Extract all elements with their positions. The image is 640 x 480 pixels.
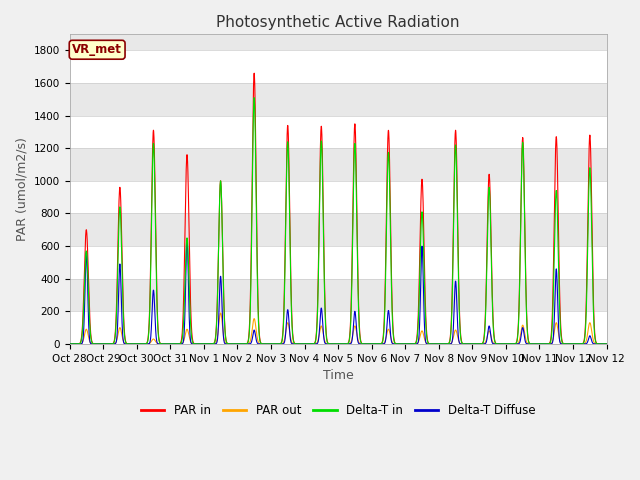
X-axis label: Time: Time — [323, 369, 353, 382]
Delta-T in — [454, 262, 462, 267]
Delta-T in — [407, 341, 415, 347]
Delta-T Diffuse — [454, 332, 462, 338]
Delta-T in — [488, 304, 496, 310]
Delta-T in — [521, 221, 529, 227]
PAR out — [521, 331, 529, 336]
PAR out — [488, 338, 496, 344]
Delta-T in — [175, 341, 183, 347]
PAR out — [66, 341, 74, 347]
PAR out — [175, 341, 183, 347]
PAR in — [488, 298, 496, 303]
PAR out — [407, 341, 415, 347]
Bar — [70, 246, 607, 279]
Delta-T Diffuse — [175, 341, 183, 347]
Bar — [70, 148, 607, 181]
Delta-T Diffuse — [66, 341, 74, 347]
PAR in — [521, 214, 529, 220]
Delta-T in — [250, 95, 258, 100]
PAR out — [217, 310, 225, 316]
Legend: PAR in, PAR out, Delta-T in, Delta-T Diffuse: PAR in, PAR out, Delta-T in, Delta-T Dif… — [136, 399, 540, 422]
PAR out — [454, 336, 462, 342]
Line: Delta-T Diffuse: Delta-T Diffuse — [70, 240, 607, 344]
Delta-T Diffuse — [183, 237, 191, 242]
Line: PAR in: PAR in — [70, 73, 607, 344]
Bar — [70, 83, 607, 116]
PAR in — [66, 341, 74, 347]
PAR out — [603, 341, 611, 347]
PAR in — [603, 341, 611, 347]
Bar — [70, 181, 607, 214]
Line: PAR out: PAR out — [70, 313, 607, 344]
Title: Photosynthetic Active Radiation: Photosynthetic Active Radiation — [216, 15, 460, 30]
Delta-T Diffuse — [597, 341, 605, 347]
Bar — [70, 312, 607, 344]
PAR in — [250, 71, 258, 76]
Bar — [70, 116, 607, 148]
Delta-T Diffuse — [603, 341, 611, 347]
PAR in — [454, 251, 462, 256]
PAR out — [597, 341, 605, 347]
PAR in — [407, 341, 415, 347]
Bar — [70, 214, 607, 246]
Bar — [70, 279, 607, 312]
Delta-T Diffuse — [521, 336, 529, 341]
Delta-T in — [603, 341, 611, 347]
Bar — [70, 50, 607, 83]
Delta-T in — [597, 341, 605, 347]
PAR in — [175, 341, 183, 347]
Line: Delta-T in: Delta-T in — [70, 97, 607, 344]
Delta-T Diffuse — [488, 340, 496, 346]
Y-axis label: PAR (umol/m2/s): PAR (umol/m2/s) — [15, 137, 28, 241]
Text: VR_met: VR_met — [72, 43, 122, 56]
Delta-T Diffuse — [407, 341, 415, 347]
PAR in — [597, 341, 605, 347]
Delta-T in — [66, 341, 74, 347]
